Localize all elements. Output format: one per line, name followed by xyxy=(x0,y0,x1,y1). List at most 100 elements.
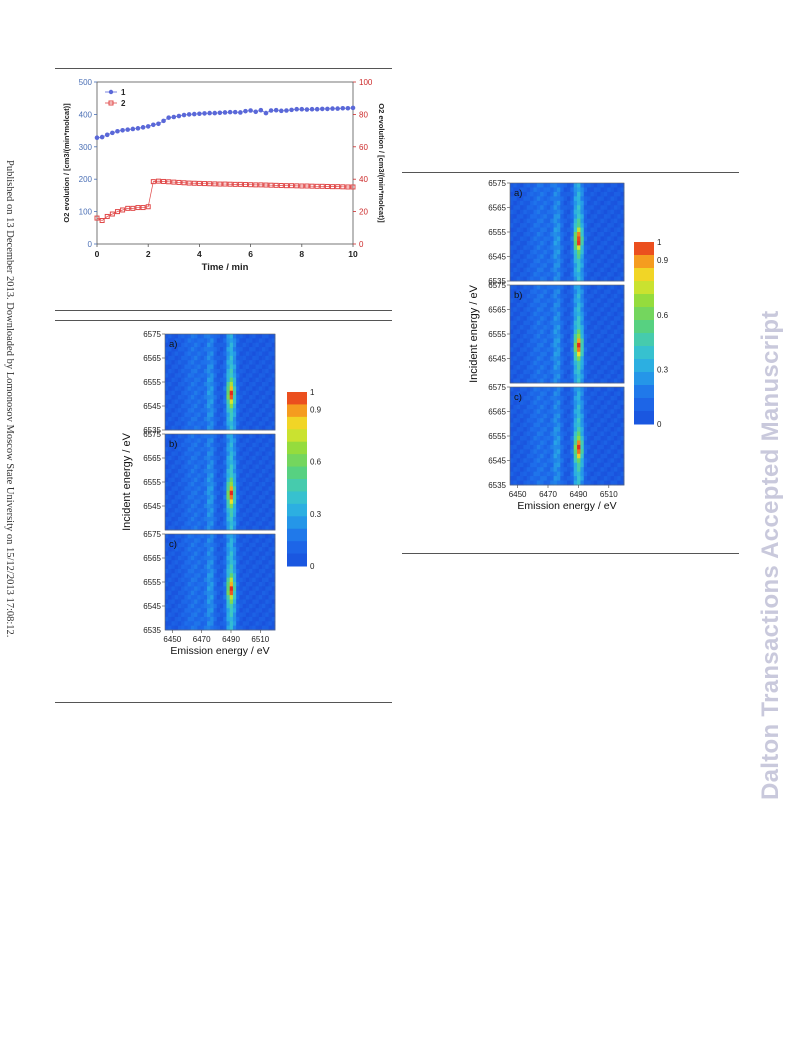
heatmap-cell xyxy=(203,512,208,518)
series-1-point xyxy=(212,110,218,116)
heatmap-cell xyxy=(207,334,211,339)
heatmap-cell xyxy=(550,325,554,330)
heatmap-cell xyxy=(252,442,256,448)
heatmap-cell xyxy=(530,338,534,344)
heatmap-cell xyxy=(229,499,234,505)
heatmap-cell xyxy=(533,227,538,233)
heatmap-cell xyxy=(553,285,558,290)
heatmap-cell xyxy=(223,595,227,600)
heatmap-cell xyxy=(570,316,575,322)
heatmap-cell xyxy=(540,254,544,260)
heatmap-cell xyxy=(187,425,192,431)
heatmap-cell xyxy=(610,342,615,348)
heatmap-cell xyxy=(593,418,598,424)
heatmap-cell xyxy=(556,409,561,415)
heatmap-cell xyxy=(207,577,211,583)
heatmap-cell xyxy=(200,547,205,552)
heatmap-cell xyxy=(526,365,531,371)
heatmap-cell xyxy=(265,338,269,344)
heatmap-cell xyxy=(174,490,179,496)
heatmap-cell xyxy=(577,293,581,299)
heatmap-cell xyxy=(268,447,273,452)
heatmap-cell xyxy=(268,338,273,344)
heatmap-cell xyxy=(220,486,224,492)
heatmap-cell xyxy=(200,347,205,352)
heatmap-cell xyxy=(530,342,534,348)
heatmap-cell xyxy=(187,486,192,492)
heatmap-cell xyxy=(249,442,253,448)
heatmap-cell xyxy=(600,307,605,313)
heatmap-cell xyxy=(583,409,588,415)
heatmap-cell xyxy=(177,395,182,400)
heatmap-cell xyxy=(617,342,622,348)
heatmap-cell xyxy=(239,368,244,374)
heatmap-cell xyxy=(216,560,221,565)
heatmap-cell xyxy=(570,183,575,188)
heatmap-cell xyxy=(510,418,514,424)
heatmap-cell xyxy=(194,568,198,574)
heatmap-cell xyxy=(567,480,571,486)
heatmap-cell xyxy=(523,227,528,233)
heatmap-cell xyxy=(560,374,565,379)
heatmap-cell xyxy=(573,298,578,304)
heatmap-cell xyxy=(607,218,611,224)
heatmap-cell xyxy=(546,196,551,202)
series-1-point xyxy=(207,110,212,116)
heatmap-cell xyxy=(203,412,208,418)
heatmap-cell xyxy=(207,542,211,548)
heatmap-cell xyxy=(236,460,240,465)
heatmap-cell xyxy=(190,368,195,374)
heatmap-cell xyxy=(607,240,611,246)
heatmap-cell xyxy=(177,616,182,622)
heatmap-cell xyxy=(580,387,585,392)
heatmap-cell xyxy=(523,187,528,193)
heatmap-cell xyxy=(232,560,237,565)
heatmap-cell xyxy=(181,577,185,583)
heatmap-cell xyxy=(242,347,247,352)
heatmap-cell xyxy=(177,542,182,548)
heatmap-cell xyxy=(190,447,195,452)
series-2-point xyxy=(186,180,192,186)
heatmap-cell xyxy=(583,183,588,188)
heatmap-cell xyxy=(573,369,578,375)
heatmap-cell xyxy=(526,409,531,415)
heatmap-cell xyxy=(570,249,575,255)
heatmap-cell xyxy=(184,512,189,518)
heatmap-cell xyxy=(249,542,253,548)
heatmap-cell xyxy=(600,272,605,277)
heatmap-cell xyxy=(255,542,260,548)
heatmap-cell xyxy=(252,347,256,352)
heatmap-cell xyxy=(252,512,256,518)
heatmap-cell xyxy=(600,467,605,473)
heatmap-cell xyxy=(600,462,605,468)
heatmap-cell xyxy=(236,499,240,505)
heatmap-cell xyxy=(610,200,615,206)
heatmap-cell xyxy=(553,236,558,242)
heatmap-cell xyxy=(226,625,231,631)
heatmap-cell xyxy=(174,364,179,370)
heatmap-cell xyxy=(556,249,561,255)
heatmap-cell xyxy=(236,416,240,422)
heatmap-cell xyxy=(617,191,622,197)
heatmap-cell xyxy=(239,395,244,400)
heatmap-cell xyxy=(181,482,185,487)
heatmap-cell xyxy=(210,499,214,505)
heatmap-cell xyxy=(165,560,169,565)
heatmap-cell xyxy=(168,564,172,570)
heatmap-cell xyxy=(232,390,237,396)
heatmap-cell xyxy=(620,391,625,397)
heatmap-cell xyxy=(177,403,182,409)
heatmap-cell xyxy=(610,418,615,424)
heatmap-cell xyxy=(597,267,601,273)
heatmap-cell xyxy=(600,334,605,339)
heatmap-cell xyxy=(242,521,247,527)
heatmap-cell xyxy=(510,289,514,295)
heatmap-cell xyxy=(271,451,276,457)
heatmap-cell xyxy=(550,431,554,437)
heatmap-cell xyxy=(536,325,541,330)
heatmap-cell xyxy=(580,183,585,188)
heatmap-cell xyxy=(216,621,221,627)
heatmap-cell xyxy=(590,285,595,290)
heatmap-cell xyxy=(536,205,541,211)
heatmap-cell xyxy=(165,473,169,479)
